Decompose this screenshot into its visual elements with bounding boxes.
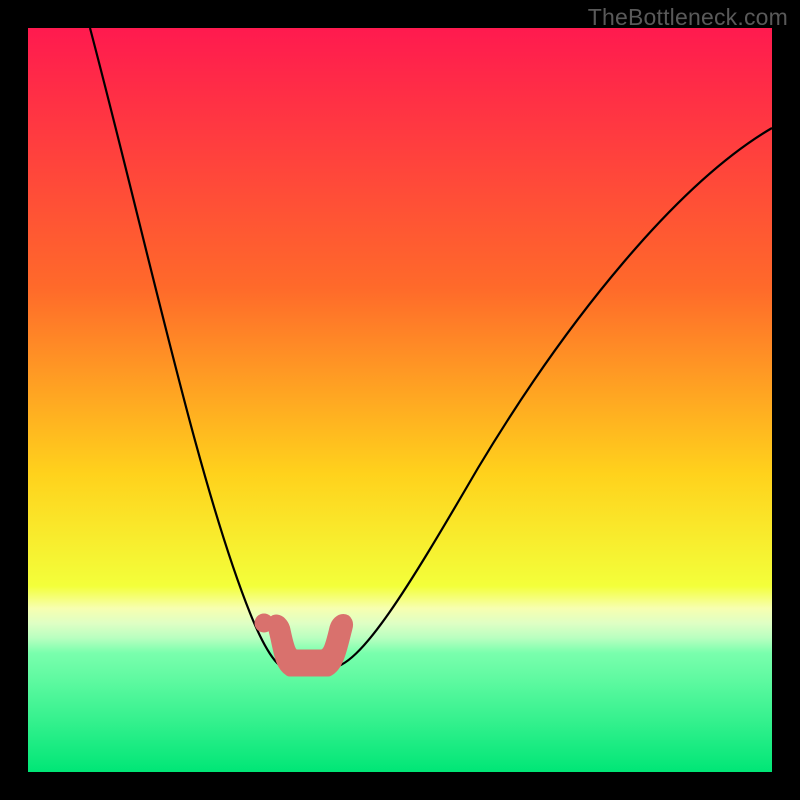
curve-layer: [28, 28, 772, 772]
plot-area: [28, 28, 772, 772]
bottom-u-band: [255, 614, 347, 671]
right-curve: [330, 128, 772, 668]
left-curve: [90, 28, 286, 668]
chart-canvas: TheBottleneck.com: [0, 0, 800, 800]
watermark-text: TheBottleneck.com: [588, 4, 788, 31]
band-u: [274, 621, 347, 671]
